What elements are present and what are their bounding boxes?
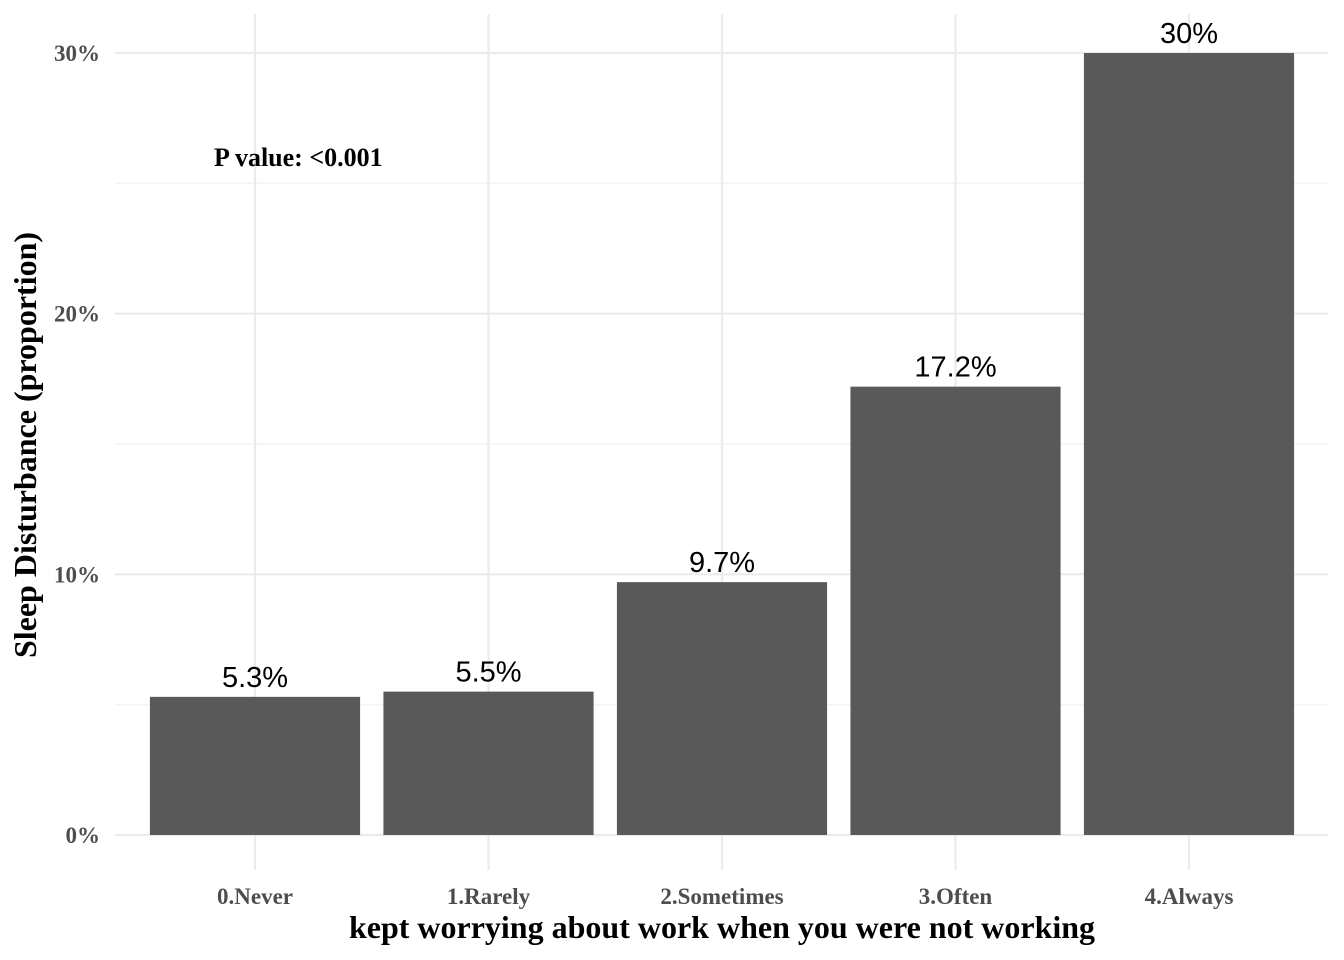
- y-tick-label: 0%: [66, 823, 101, 848]
- y-tick-label: 30%: [54, 41, 100, 66]
- y-axis-tick-labels: 0% 10% 20% 30%: [54, 41, 100, 848]
- bar-data-label: 30%: [1160, 18, 1218, 50]
- bar-4-always: [1083, 53, 1295, 835]
- x-tick-label: 3.Often: [919, 884, 993, 909]
- bar-data-label: 5.5%: [455, 657, 521, 689]
- bar-3-often: [850, 386, 1061, 835]
- bar-1-rarely: [383, 691, 594, 835]
- x-tick-label: 2.Sometimes: [660, 884, 783, 909]
- data-labels: 5.3% 5.5% 9.7% 17.2% 30%: [222, 18, 1218, 694]
- x-tick-label: 1.Rarely: [447, 884, 531, 909]
- bars: [149, 53, 1295, 835]
- bar-0-never: [149, 696, 361, 835]
- x-tick-label: 4.Always: [1145, 884, 1234, 909]
- p-value-annotation: P value: <0.001: [214, 143, 383, 172]
- y-tick-label: 20%: [54, 302, 100, 327]
- bar-data-label: 17.2%: [914, 352, 996, 384]
- x-axis-title: kept worrying about work when you were n…: [349, 909, 1095, 945]
- bar-2-sometimes: [616, 582, 828, 835]
- x-axis-tick-labels: 0.Never 1.Rarely 2.Sometimes 3.Often 4.Alway…: [217, 884, 1233, 909]
- bar-data-label: 9.7%: [689, 547, 755, 579]
- y-axis-title: Sleep Disturbance (proportion): [7, 232, 43, 658]
- x-tick-label: 0.Never: [217, 884, 293, 909]
- bar-data-label: 5.3%: [222, 662, 288, 694]
- y-tick-label: 10%: [54, 562, 100, 587]
